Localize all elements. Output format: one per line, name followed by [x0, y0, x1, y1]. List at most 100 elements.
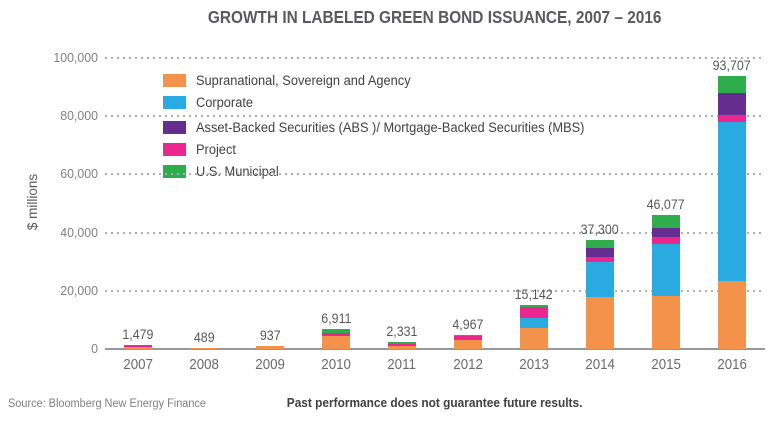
legend-label: Supranational, Sovereign and Agency [196, 72, 411, 88]
x-tick-year: 2011 [387, 357, 417, 373]
x-tick-label: 2012 [428, 357, 508, 373]
bar-segment [586, 256, 614, 262]
bar-total-value: 937 [259, 328, 281, 344]
x-tick-year: 2014 [585, 357, 615, 373]
bar-segment [718, 92, 746, 115]
gridline-60,000 [105, 173, 765, 176]
legend-label: Asset-Backed Securities (ABS )/ Mortgage… [196, 119, 585, 135]
bar-segment [718, 76, 746, 93]
y-tick-label: 60,000 [60, 166, 98, 182]
bar-total-value: 15,142 [514, 286, 553, 302]
bar-total-label: 489 [164, 330, 244, 345]
y-tick-label: 100,000 [53, 50, 98, 65]
gridline-40,000 [105, 231, 765, 234]
bar-segment [520, 318, 548, 329]
bar-segment [454, 336, 482, 340]
bar-segment [586, 248, 614, 257]
bar-total-label: 937 [230, 328, 310, 343]
bar-total-value: 46,077 [646, 196, 685, 212]
x-tick-year: 2008 [189, 357, 219, 373]
x-tick-year: 2013 [519, 357, 549, 373]
bar-segment [388, 344, 416, 346]
y-tick-label: 0 [91, 341, 98, 356]
gridline-80,000 [105, 115, 765, 118]
legend-swatch [163, 142, 186, 156]
disclaimer-text: Past performance does not guarantee futu… [287, 396, 583, 410]
bar-total-label: 37,300 [560, 222, 640, 237]
legend-row: Corporate [163, 91, 605, 113]
legend-label: Project [196, 141, 236, 157]
x-tick-label: 2010 [296, 357, 376, 373]
bar-segment [718, 280, 746, 349]
bar-segment [718, 122, 746, 281]
x-tick-label: 2009 [230, 357, 310, 373]
bar-segment [322, 328, 350, 333]
bar-segment [652, 236, 680, 244]
bar-segment [322, 332, 350, 336]
bar-total-label: 4,967 [428, 317, 508, 332]
x-tick-label: 2014 [560, 357, 640, 373]
legend-swatch [163, 95, 186, 109]
x-tick-year: 2009 [255, 357, 285, 373]
legend-swatch [163, 73, 186, 87]
legend: Supranational, Sovereign and Agency Corpo… [163, 69, 605, 182]
legend-label: U.S. Municipal [196, 163, 279, 179]
bar-total-value: 1,479 [122, 326, 154, 342]
legend-swatch [163, 120, 186, 134]
y-axis-title: $ millions [0, 174, 92, 230]
bar-total-value: 93,707 [712, 58, 751, 74]
chart-title: GROWTH IN LABELED GREEN BOND ISSUANCE, 2… [208, 7, 662, 27]
bar-total-label: 2,331 [362, 324, 442, 339]
x-tick-year: 2015 [651, 357, 681, 373]
gridline-20,000 [105, 289, 765, 292]
bar-segment [388, 345, 416, 349]
source-note: Source: Bloomberg New Energy Finance [8, 398, 206, 410]
x-tick-year: 2007 [123, 357, 153, 373]
bar-segment [520, 328, 548, 349]
x-tick-label: 2015 [626, 357, 706, 373]
bar-segment [388, 342, 416, 345]
bar-segment [454, 339, 482, 349]
bar-segment [586, 296, 614, 349]
bar-segment [256, 346, 284, 349]
bar-total-value: 4,967 [452, 316, 484, 332]
x-tick-label: 2008 [164, 357, 244, 373]
legend-swatch [163, 164, 186, 178]
x-tick-label: 2016 [692, 357, 772, 373]
legend-label: Corporate [196, 94, 254, 110]
bar-total-value: 489 [193, 329, 215, 345]
x-tick-year: 2010 [321, 357, 351, 373]
y-tick-label: 40,000 [60, 224, 98, 240]
x-tick-year: 2016 [717, 357, 747, 373]
bar-segment [586, 240, 614, 249]
x-tick-label: 2007 [98, 357, 178, 373]
x-tick-label: 2011 [362, 357, 442, 373]
bar-segment [124, 344, 152, 347]
bar-total-label: 1,479 [98, 327, 178, 342]
bar-total-label: 93,707 [692, 58, 772, 73]
bar-total-value: 37,300 [580, 222, 619, 238]
bar-segment [322, 335, 350, 349]
gridline-100,000 [105, 57, 765, 59]
y-tick-label: 80,000 [60, 108, 98, 124]
y-tick-label: 20,000 [60, 282, 98, 298]
y-axis-title-label: $ millions [24, 173, 40, 231]
x-tick-label: 2013 [494, 357, 574, 373]
bar-segment [520, 306, 548, 318]
legend-row: Project [163, 138, 605, 160]
bar-segment [454, 334, 482, 337]
x-axis-line [105, 348, 765, 350]
bar-total-value: 6,911 [320, 310, 352, 326]
bar-total-label: 6,911 [296, 311, 376, 326]
legend-row: Supranational, Sovereign and Agency [163, 69, 605, 91]
bar-segment [652, 214, 680, 229]
legend-row: U.S. Municipal [163, 160, 605, 182]
bar-total-value: 2,331 [386, 324, 418, 340]
bar-total-label: 46,077 [626, 197, 706, 212]
legend-row: Asset-Backed Securities (ABS )/ Mortgage… [163, 116, 605, 138]
bar-segment [520, 304, 548, 307]
x-tick-year: 2012 [453, 357, 483, 373]
bar-segment [718, 114, 746, 123]
bar-segment [652, 228, 680, 237]
